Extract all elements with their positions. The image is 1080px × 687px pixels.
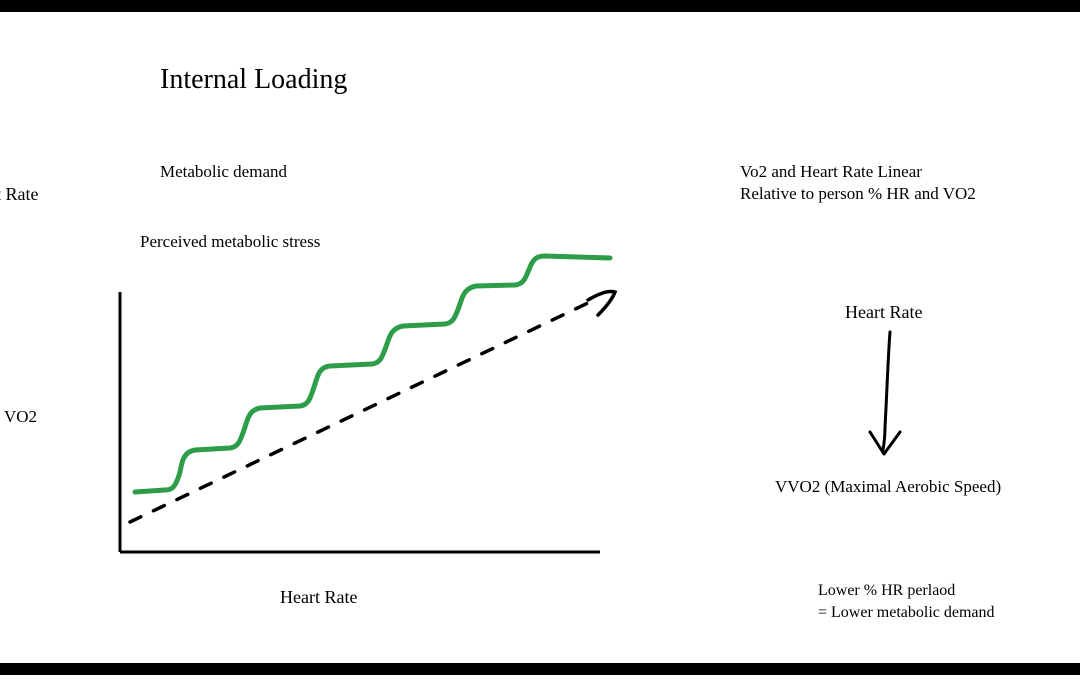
label-heart-rate-x: Heart Rate (280, 587, 357, 608)
vertical-arrow (883, 332, 890, 450)
label-vvo2: VVO2 (Maximal Aerobic Speed) (775, 477, 1001, 497)
title: Internal Loading (160, 64, 347, 96)
label-lower-1: Lower % HR perlaod (818, 582, 955, 600)
label-vo2-hr-linear-1: Vo2 and Heart Rate Linear (740, 162, 922, 182)
label-vo2-hr-linear-2: Relative to person % HR and VO2 (740, 184, 976, 204)
label-heart-rate-arrow: Heart Rate (845, 302, 922, 323)
dashed-line (130, 302, 590, 522)
label-perceived-stress: Perceived metabolic stress (140, 232, 320, 252)
label-lower-2: = Lower metabolic demand (818, 604, 995, 622)
dashed-arrow-head (588, 291, 615, 315)
label-metabolic-demand: Metabolic demand (160, 162, 287, 182)
vertical-arrow-head (870, 432, 900, 454)
step-line (135, 256, 610, 492)
label-heart-rate-left: t Rate (0, 184, 39, 205)
label-vo2-left: VO2 (4, 407, 37, 427)
